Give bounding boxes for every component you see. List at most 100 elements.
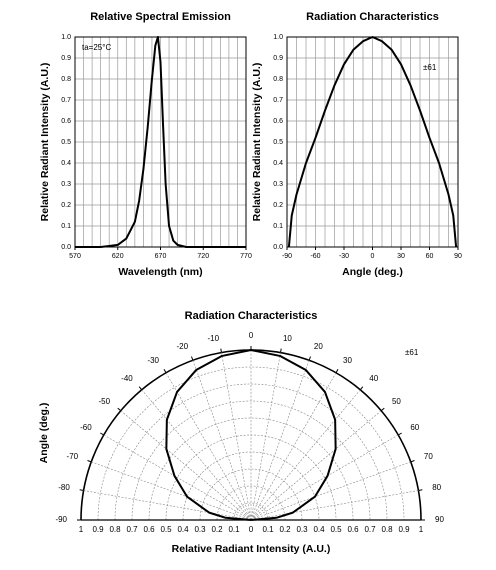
grid-ray <box>192 360 252 521</box>
angle-tick-label: -90 <box>55 515 67 524</box>
grid-arc <box>199 468 303 521</box>
angle-tick <box>418 489 423 491</box>
angle-tick-label: 40 <box>369 374 378 383</box>
r-tick-label: 0 <box>249 525 254 534</box>
y-tick-label: 0.9 <box>273 55 283 62</box>
r-tick-label: 0.4 <box>177 525 189 534</box>
angle-tick-label: 60 <box>410 423 419 432</box>
angle-tick <box>117 407 122 412</box>
angle-tick <box>410 460 415 463</box>
angle-tick-label: 80 <box>432 483 441 492</box>
data-line <box>287 36 458 248</box>
angle-tick-label: -50 <box>98 397 110 406</box>
angle-tick-label: 50 <box>392 397 401 406</box>
grid-ray <box>250 360 310 521</box>
y-tick-label: 0.0 <box>273 244 283 251</box>
y-axis-label: Angle (deg.) <box>38 403 50 464</box>
y-tick-label: 0.4 <box>273 160 283 167</box>
annotation: ±61 <box>405 348 419 357</box>
y-tick-label: 0.4 <box>61 160 71 167</box>
angle-tick <box>87 460 92 463</box>
r-tick-label: 0.6 <box>143 525 155 534</box>
r-tick-label: 0.3 <box>296 525 308 534</box>
angle-tick-label: -60 <box>80 423 92 432</box>
angle-tick-label: 30 <box>343 356 352 365</box>
r-tick-label: 0.8 <box>381 525 393 534</box>
r-tick-label: 0.9 <box>398 525 410 534</box>
grid-arc <box>233 502 269 521</box>
angle-tick <box>220 348 222 353</box>
y-tick-label: 0.5 <box>61 139 71 146</box>
grid-ray <box>250 461 411 521</box>
y-tick-label: 0.9 <box>61 55 71 62</box>
r-tick-label: 0.5 <box>160 525 172 534</box>
angle-tick-label: 20 <box>314 342 323 351</box>
y-tick-label: 0.0 <box>61 244 71 251</box>
x-tick-label: 0 <box>371 253 375 260</box>
data-line <box>75 36 246 248</box>
y-axis-label: Relative Radiant Intensity (A.U.) <box>39 63 51 222</box>
x-axis-label: Relative Radiant Intensity (A.U.) <box>172 543 331 555</box>
y-tick-label: 0.3 <box>273 181 283 188</box>
angle-tick <box>100 432 105 436</box>
angle-tick <box>359 386 364 391</box>
grid-ray <box>141 389 252 521</box>
x-tick-label: 90 <box>454 253 462 260</box>
chart-title: Radiation Characteristics <box>185 310 318 322</box>
y-tick-label: 0.1 <box>273 223 283 230</box>
angle-tick <box>138 386 143 391</box>
r-tick-label: 0.9 <box>92 525 104 534</box>
y-tick-label: 0.3 <box>61 181 71 188</box>
angle-tick-label: -40 <box>121 374 133 383</box>
grid-ray <box>165 372 252 521</box>
angle-tick <box>308 356 311 361</box>
grid-ray <box>250 372 337 521</box>
x-tick-label: 60 <box>426 253 434 260</box>
polar-line <box>165 349 337 521</box>
grid-ray <box>250 434 399 521</box>
y-tick-label: 1.0 <box>61 34 71 41</box>
y-tick-label: 1.0 <box>273 34 283 41</box>
y-tick-label: 0.1 <box>61 223 71 230</box>
y-tick-label: 0.2 <box>61 202 71 209</box>
x-axis-label: Wavelength (nm) <box>118 266 202 278</box>
r-tick-label: 0.2 <box>211 525 223 534</box>
y-tick-label: 0.8 <box>61 76 71 83</box>
r-tick-label: 0.6 <box>347 525 359 534</box>
r-tick-label: 0.7 <box>126 525 138 534</box>
r-tick-label: 1 <box>79 525 84 534</box>
r-tick-label: 0.1 <box>228 525 240 534</box>
grid-arc <box>114 383 388 521</box>
grid-ray <box>91 461 252 521</box>
x-tick-label: 620 <box>112 253 124 260</box>
annotation: ±61 <box>423 63 437 72</box>
y-tick-label: 0.8 <box>273 76 283 83</box>
angle-tick <box>335 369 339 374</box>
r-tick-label: 0.1 <box>262 525 274 534</box>
x-tick-label: 770 <box>240 253 252 260</box>
grid-ray <box>250 389 361 521</box>
grid-arc <box>216 485 286 521</box>
grid-ray <box>250 490 419 521</box>
grid-ray <box>120 410 252 521</box>
x-tick-label: 30 <box>397 253 405 260</box>
angle-tick-label: -10 <box>207 334 219 343</box>
chart-title: Radiation Characteristics <box>306 11 439 23</box>
angle-tick <box>163 369 167 374</box>
y-axis-label: Relative Radiant Intensity (A.U.) <box>251 63 263 222</box>
annotation: ta=25°C <box>82 43 111 52</box>
grid-ray <box>103 434 252 521</box>
y-tick-label: 0.6 <box>61 118 71 125</box>
angle-tick-label: 0 <box>249 331 254 340</box>
x-tick-label: -90 <box>282 253 292 260</box>
x-tick-label: 670 <box>155 253 167 260</box>
r-tick-label: 1 <box>419 525 424 534</box>
r-tick-label: 0.2 <box>279 525 291 534</box>
angle-tick-label: 10 <box>283 334 292 343</box>
x-tick-label: 570 <box>69 253 81 260</box>
angle-tick-label: -30 <box>147 356 159 365</box>
angle-tick-label: -70 <box>67 452 79 461</box>
x-axis-label: Angle (deg.) <box>342 266 403 278</box>
angle-tick <box>380 407 385 412</box>
